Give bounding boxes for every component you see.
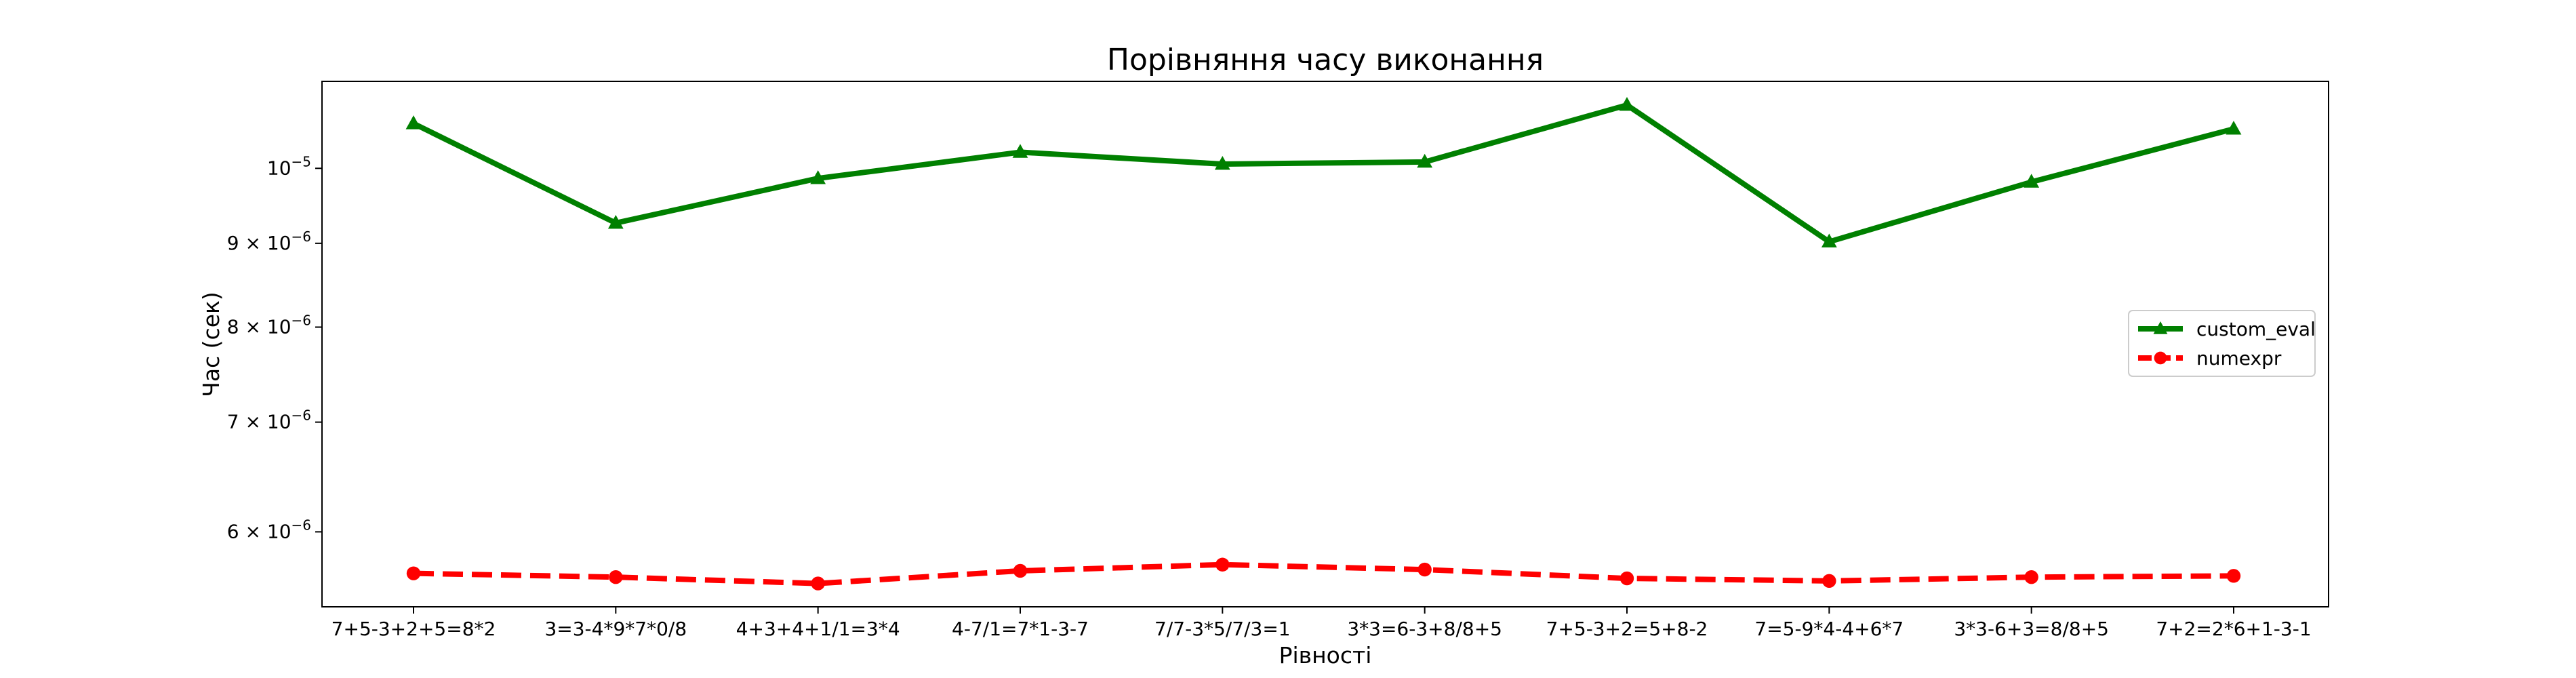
data-point — [1012, 144, 1028, 158]
data-point — [1214, 155, 1230, 170]
y-axis-title: Час (сек) — [198, 292, 224, 397]
y-tick-times: × — [239, 315, 267, 338]
y-tick-base: 10 — [267, 232, 291, 254]
y-tick-times: × — [239, 411, 267, 433]
data-point — [607, 214, 624, 229]
data-point — [810, 170, 826, 184]
data-point — [1822, 574, 1836, 589]
legend-label: numexpr — [2196, 347, 2282, 370]
data-point — [2226, 121, 2242, 135]
x-tick-label: 7+5-3+2+5=8*2 — [331, 618, 496, 640]
y-tick-mantissa: 8 — [227, 315, 239, 338]
triangle-marker — [2153, 321, 2168, 334]
y-tick-label: 6 × 10−6 — [227, 517, 311, 542]
circle-marker — [2154, 351, 2167, 365]
legend-item-numexpr: numexpr — [2138, 347, 2282, 370]
y-tick-base: 10 — [267, 520, 291, 542]
y-tick-label: 9 × 10−6 — [227, 228, 311, 254]
plot-area — [405, 96, 2242, 591]
data-point — [1013, 563, 1028, 578]
x-tick-label: 7+2=2*6+1-3-1 — [2156, 618, 2311, 640]
y-tick-exponent: −6 — [291, 517, 311, 533]
y-tick-mantissa: 7 — [227, 411, 239, 433]
data-point — [2024, 174, 2040, 188]
x-tick-label: 3*3=6-3+8/8+5 — [1347, 618, 1502, 640]
data-point — [1417, 153, 1433, 168]
x-axis-title: Рівності — [1279, 642, 1372, 669]
x-tick-label: 7=5-9*4-4+6*7 — [1754, 618, 1904, 640]
y-tick-base: 10 — [267, 315, 291, 338]
data-point — [1821, 233, 1837, 247]
y-tick-times: × — [239, 520, 267, 542]
series-numexpr — [406, 557, 2241, 591]
y-tick-mantissa: 6 — [227, 520, 239, 542]
data-point — [1619, 571, 1634, 586]
x-tick-label: 4-7/1=7*1-3-7 — [952, 618, 1089, 640]
series-line — [412, 102, 2235, 245]
y-tick-times: × — [239, 232, 267, 254]
data-point — [406, 566, 421, 580]
x-tick-label: 3=3-4*9*7*0/8 — [544, 618, 687, 640]
y-tick-base: 10 — [267, 411, 291, 433]
y-tick-base: 10 — [267, 157, 291, 179]
chart-title: Порівняння часу виконання — [1107, 43, 1544, 77]
y-tick-exponent: −6 — [291, 407, 311, 424]
axes: 7+5-3+2+5=8*2 3=3-4*9*7*0/8 4+3+4+1/1=3*4 4… — [227, 153, 2312, 640]
series-custom_eval — [405, 96, 2242, 247]
y-tick-exponent: −5 — [291, 153, 311, 170]
y-tick-mantissa: 9 — [227, 232, 239, 254]
y-tick-label: 10−5 — [267, 153, 311, 179]
data-point — [1215, 557, 1230, 572]
x-tick-label: 4+3+4+1/1=3*4 — [736, 618, 900, 640]
legend-item-custom_eval: custom_eval — [2138, 318, 2316, 340]
data-point — [609, 570, 623, 584]
series-line — [413, 561, 2234, 586]
y-tick-exponent: −6 — [291, 312, 311, 328]
x-tick-label: 3*3-6+3=8/8+5 — [1954, 618, 2109, 640]
data-point — [2024, 570, 2038, 584]
legend-label: custom_eval — [2196, 318, 2316, 340]
plot-frame — [321, 81, 2329, 607]
y-tick-label: 8 × 10−6 — [227, 312, 311, 338]
y-tick-exponent: −6 — [291, 228, 311, 245]
x-tick-label: 7+5-3+2=5+8-2 — [1546, 618, 1708, 640]
data-point — [811, 576, 825, 591]
data-point — [405, 115, 422, 129]
data-point — [1417, 562, 1432, 577]
x-tick-label: 7/7-3*5/7/3=1 — [1154, 618, 1291, 640]
y-tick-label: 7 × 10−6 — [227, 407, 311, 433]
data-point — [2226, 569, 2241, 583]
data-point — [1619, 96, 1635, 111]
